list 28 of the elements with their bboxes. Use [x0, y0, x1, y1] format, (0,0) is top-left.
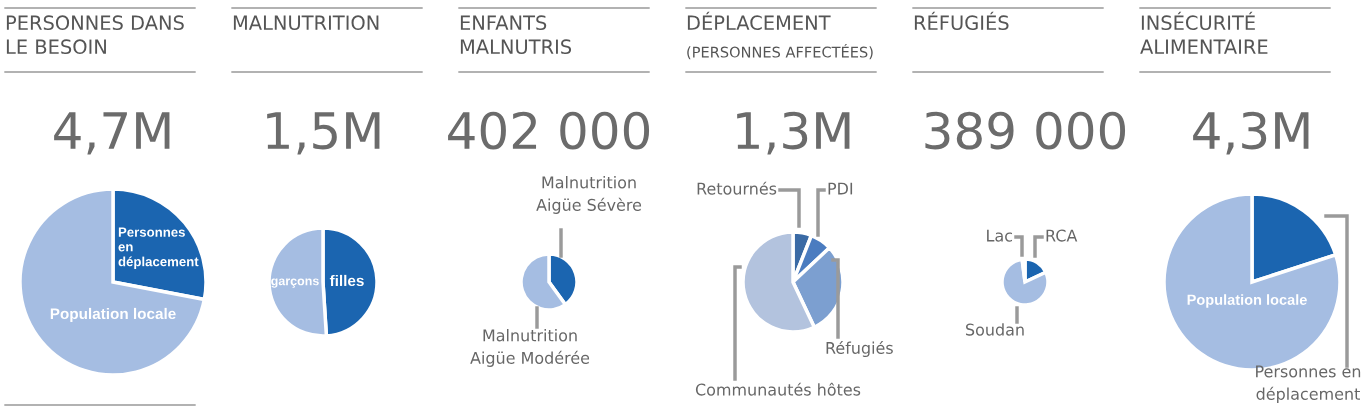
chart-title: PERSONNES DANS LE BESOIN	[6, 15, 184, 55]
chart-title: INSÉCURITÉ ALIMENTAIRE	[1140, 11, 1268, 54]
slice-label: garçons	[271, 278, 319, 288]
slice-label: PDI	[828, 182, 853, 195]
slice-label: Population locale	[50, 307, 176, 323]
slice-label: Communautés hôtes	[695, 382, 861, 396]
slice-label: Personnes en déplacement	[118, 227, 199, 269]
slice-label: Retournés	[697, 181, 777, 195]
slice-label: Malnutrition Aigüe Modérée	[470, 329, 590, 367]
slice-label: Lac	[987, 229, 1013, 242]
slice-label: filles	[329, 274, 364, 287]
text: 1,3M	[737, 111, 850, 155]
chart-title: DÉPLACEMENT	[687, 11, 831, 31]
chart-title: RÉFUGIÉS	[914, 11, 1009, 31]
slice-label: Réfugiés	[826, 340, 893, 358]
chart-title: MALNUTRITION	[233, 15, 379, 31]
chart-title: ENFANTS MALNUTRIS	[460, 15, 572, 55]
text: 1,5M	[267, 112, 380, 155]
chart-subtitle: (PERSONNES AFFECTÉES)	[687, 43, 873, 60]
slice-label: Population locale	[1187, 294, 1307, 308]
slice-label: Soudan	[966, 323, 1024, 336]
text: 4,3M	[1193, 111, 1309, 155]
slice-label: RCA	[1046, 229, 1078, 242]
text: 389 000	[925, 111, 1126, 150]
slice-label: Personnes en déplacement	[1256, 365, 1361, 403]
slice-label: Malnutrition Aigüe Sévère	[536, 176, 642, 214]
text: 4,7M	[54, 112, 170, 155]
text: 402 000	[448, 111, 650, 150]
